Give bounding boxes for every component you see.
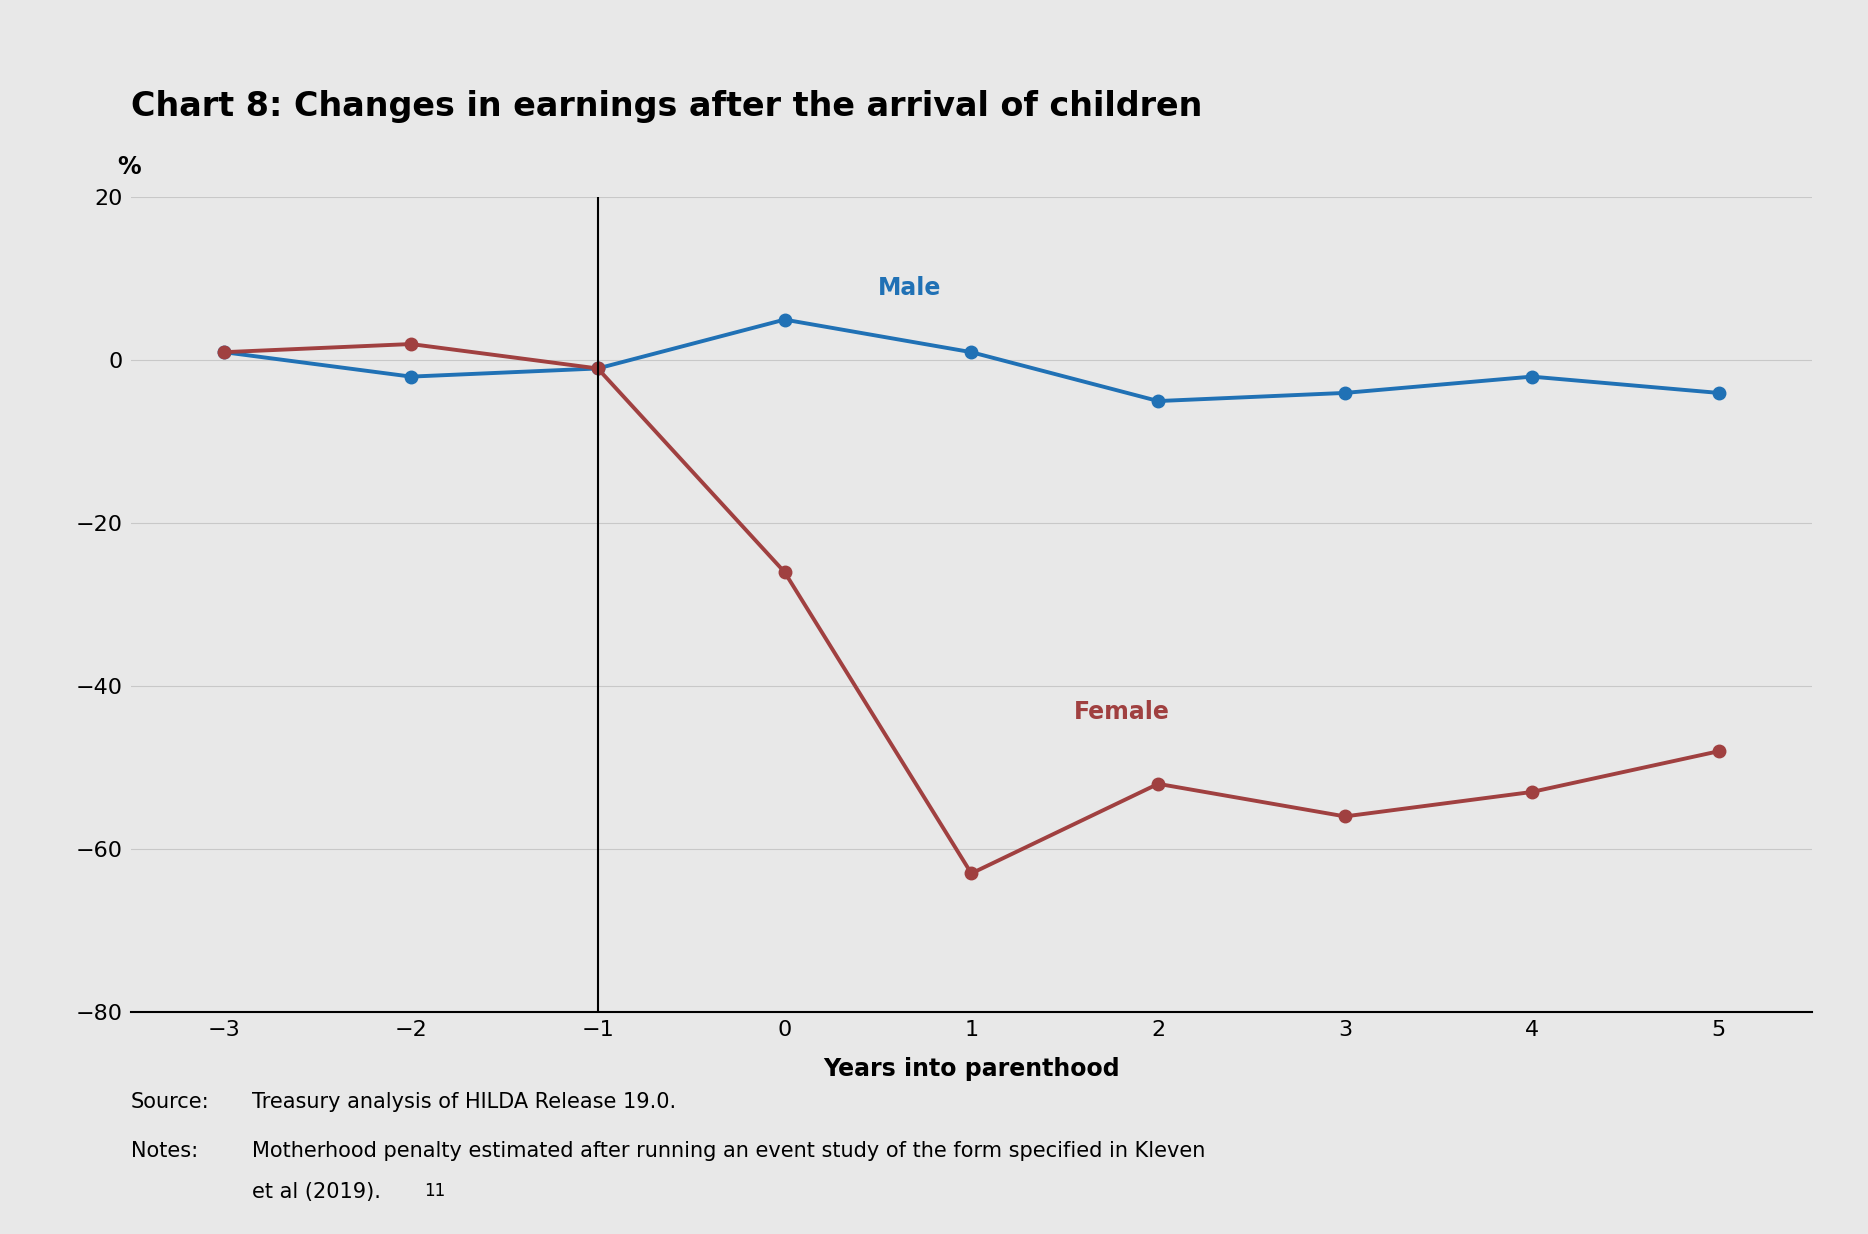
X-axis label: Years into parenthood: Years into parenthood: [824, 1056, 1119, 1081]
Text: Female: Female: [1074, 700, 1169, 723]
Text: et al (2019).: et al (2019).: [252, 1182, 381, 1202]
Text: Source:: Source:: [131, 1092, 209, 1112]
Text: 11: 11: [424, 1182, 445, 1201]
Text: Male: Male: [878, 276, 941, 300]
Text: %: %: [118, 155, 142, 179]
Text: Treasury analysis of HILDA Release 19.0.: Treasury analysis of HILDA Release 19.0.: [252, 1092, 676, 1112]
Text: Notes:: Notes:: [131, 1141, 198, 1161]
Text: Motherhood penalty estimated after running an event study of the form specified : Motherhood penalty estimated after runni…: [252, 1141, 1205, 1161]
Text: Chart 8: Changes in earnings after the arrival of children: Chart 8: Changes in earnings after the a…: [131, 90, 1203, 123]
